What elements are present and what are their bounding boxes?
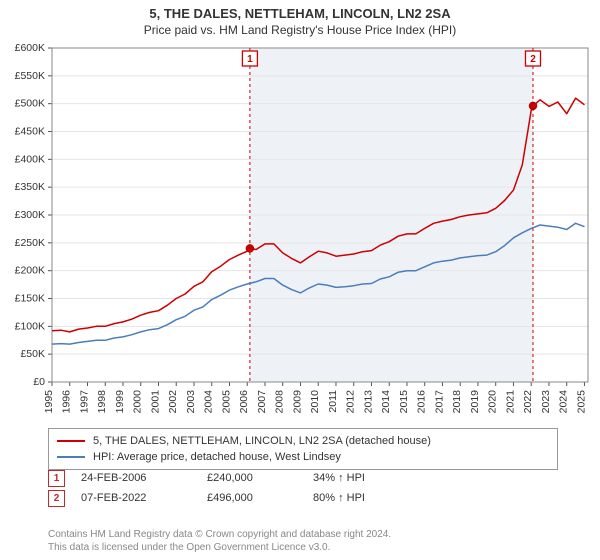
svg-text:2: 2	[530, 54, 536, 65]
svg-text:2019: 2019	[469, 390, 481, 414]
svg-text:2001: 2001	[149, 390, 161, 414]
svg-text:2024: 2024	[558, 390, 570, 414]
chart-area: £0 £50K £100K £150K £200K £250K £300K £350K £400…	[0, 40, 600, 420]
svg-text:2007: 2007	[256, 390, 268, 414]
sale-badge: 2	[48, 490, 65, 507]
svg-text:2016: 2016	[416, 390, 428, 414]
svg-text:2006: 2006	[238, 390, 250, 414]
legend-row: 5, THE DALES, NETTLEHAM, LINCOLN, LN2 2S…	[57, 433, 549, 449]
svg-text:2017: 2017	[433, 390, 445, 414]
svg-text:2023: 2023	[540, 390, 552, 414]
sale-price: £240,000	[207, 472, 297, 484]
svg-text:2002: 2002	[167, 390, 179, 414]
footer-line-1: Contains HM Land Registry data © Crown c…	[48, 528, 568, 541]
svg-text:2022: 2022	[522, 390, 534, 414]
svg-text:2025: 2025	[575, 390, 587, 414]
svg-text:2018: 2018	[451, 390, 463, 414]
svg-text:£200K: £200K	[15, 265, 45, 277]
line-chart: £0 £50K £100K £150K £200K £250K £300K £350K £400…	[0, 40, 600, 420]
chart-container: 5, THE DALES, NETTLEHAM, LINCOLN, LN2 2S…	[0, 0, 600, 560]
legend-swatch	[57, 456, 85, 458]
svg-text:£0: £0	[33, 376, 45, 388]
svg-text:1: 1	[247, 54, 253, 65]
svg-text:£250K: £250K	[15, 237, 45, 249]
svg-text:£50K: £50K	[20, 348, 45, 360]
svg-text:1997: 1997	[78, 390, 90, 414]
svg-text:2004: 2004	[203, 390, 215, 414]
footer-line-2: This data is licensed under the Open Gov…	[48, 541, 568, 554]
svg-text:1995: 1995	[43, 390, 55, 414]
svg-text:2021: 2021	[504, 390, 516, 414]
legend-swatch	[57, 440, 85, 442]
svg-text:£450K: £450K	[15, 126, 45, 138]
svg-text:2009: 2009	[291, 390, 303, 414]
legend: 5, THE DALES, NETTLEHAM, LINCOLN, LN2 2S…	[48, 428, 558, 470]
sale-date: 07-FEB-2022	[81, 492, 191, 504]
svg-text:£150K: £150K	[15, 293, 45, 305]
svg-text:2011: 2011	[327, 390, 339, 413]
page-title: 5, THE DALES, NETTLEHAM, LINCOLN, LN2 2S…	[0, 0, 600, 21]
footer: Contains HM Land Registry data © Crown c…	[48, 528, 568, 554]
svg-text:1999: 1999	[114, 390, 126, 414]
page-subtitle: Price paid vs. HM Land Registry's House …	[0, 21, 600, 41]
sale-date: 24-FEB-2006	[81, 472, 191, 484]
sale-row: 2 07-FEB-2022 £496,000 80% ↑ HPI	[48, 488, 558, 508]
svg-text:£550K: £550K	[15, 70, 45, 82]
sale-hpi: 34% ↑ HPI	[313, 472, 403, 484]
svg-text:2000: 2000	[132, 390, 144, 414]
svg-text:2003: 2003	[185, 390, 197, 414]
sale-badge: 1	[48, 470, 65, 487]
legend-label: HPI: Average price, detached house, West…	[93, 451, 341, 463]
svg-text:2008: 2008	[274, 390, 286, 414]
svg-text:1996: 1996	[61, 390, 73, 414]
svg-text:2020: 2020	[487, 390, 499, 414]
sales-table: 1 24-FEB-2006 £240,000 34% ↑ HPI 2 07-FEB-202…	[48, 468, 558, 508]
svg-text:2014: 2014	[380, 390, 392, 414]
svg-text:£100K: £100K	[15, 320, 45, 332]
sale-price: £496,000	[207, 492, 297, 504]
svg-text:£300K: £300K	[15, 209, 45, 221]
legend-row: HPI: Average price, detached house, West…	[57, 449, 549, 465]
svg-text:1998: 1998	[96, 390, 108, 414]
svg-text:2010: 2010	[309, 390, 321, 414]
sale-row: 1 24-FEB-2006 £240,000 34% ↑ HPI	[48, 468, 558, 488]
svg-text:2012: 2012	[345, 390, 357, 414]
sale-hpi: 80% ↑ HPI	[313, 492, 403, 504]
svg-text:2005: 2005	[220, 390, 232, 414]
svg-text:£350K: £350K	[15, 181, 45, 193]
svg-text:£500K: £500K	[15, 98, 45, 110]
svg-text:2015: 2015	[398, 390, 410, 414]
svg-text:£600K: £600K	[15, 42, 45, 54]
svg-text:2013: 2013	[362, 390, 374, 414]
legend-label: 5, THE DALES, NETTLEHAM, LINCOLN, LN2 2S…	[93, 435, 431, 447]
svg-text:£400K: £400K	[15, 153, 45, 165]
